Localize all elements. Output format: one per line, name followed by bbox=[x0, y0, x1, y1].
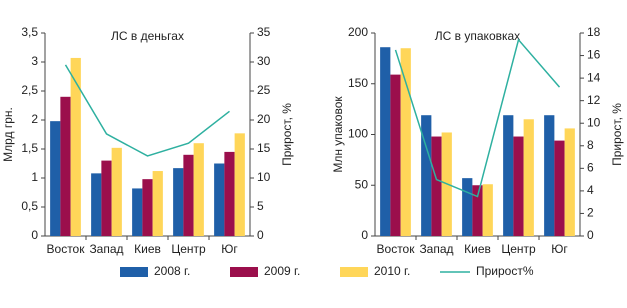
y2-tick-label: 0 bbox=[257, 228, 264, 242]
legend-label: Прирост% bbox=[476, 264, 534, 278]
y-tick-label: 50 bbox=[355, 177, 369, 191]
y2-tick-label: 14 bbox=[587, 70, 601, 84]
bar bbox=[224, 151, 235, 236]
legend-swatch bbox=[340, 267, 368, 277]
y2-tick-label: 10 bbox=[257, 170, 271, 184]
x-tick-label: Юг bbox=[551, 242, 568, 256]
growth-line bbox=[64, 64, 230, 157]
legend-swatch bbox=[120, 267, 148, 277]
y2-tick-label: 12 bbox=[587, 93, 601, 107]
y2-tick-label: 30 bbox=[257, 54, 271, 68]
bar bbox=[111, 147, 122, 236]
bar bbox=[472, 185, 483, 236]
y-tick-label: 150 bbox=[348, 76, 368, 90]
bar bbox=[193, 143, 204, 236]
y2-tick-label: 35 bbox=[257, 25, 271, 39]
bar bbox=[60, 96, 71, 236]
growth-line bbox=[394, 38, 561, 198]
bar bbox=[91, 173, 102, 236]
legend-label: 2008 г. bbox=[154, 264, 190, 278]
legend-label: 2009 г. bbox=[264, 264, 300, 278]
y2-tick-label: 2 bbox=[587, 206, 594, 220]
y2-tick-label: 25 bbox=[257, 83, 271, 97]
y2-tick-label: 16 bbox=[587, 48, 601, 62]
chart-title: ЛС в упаковках bbox=[435, 29, 520, 43]
y-tick-label: 2 bbox=[31, 112, 38, 126]
x-tick-label: Киев bbox=[134, 242, 161, 256]
bar bbox=[462, 178, 473, 236]
bar bbox=[183, 154, 194, 236]
y2-tick-label: 18 bbox=[587, 25, 601, 39]
bar bbox=[101, 160, 112, 236]
bar bbox=[513, 136, 524, 236]
y-tick-label: 0,5 bbox=[21, 199, 38, 213]
bar bbox=[152, 171, 163, 236]
x-tick-label: Запад bbox=[89, 242, 123, 256]
x-tick-label: Восток bbox=[377, 242, 416, 256]
bar bbox=[482, 184, 493, 236]
bar bbox=[431, 136, 442, 236]
y2-axis-label: Прирост, % bbox=[610, 103, 624, 166]
y2-tick-label: 15 bbox=[257, 141, 271, 155]
bar bbox=[142, 179, 153, 236]
bar bbox=[523, 119, 534, 236]
bar bbox=[50, 121, 61, 236]
legend-label: 2010 г. bbox=[374, 264, 410, 278]
bar bbox=[421, 115, 432, 236]
y-axis-label: Млн упаковок bbox=[331, 96, 345, 173]
y-tick-label: 0 bbox=[361, 228, 368, 242]
bar bbox=[400, 48, 411, 236]
y2-tick-label: 6 bbox=[587, 161, 594, 175]
y-tick-label: 1,5 bbox=[21, 141, 38, 155]
bar bbox=[390, 74, 401, 237]
bar bbox=[234, 133, 245, 236]
y-tick-label: 3,5 bbox=[21, 25, 38, 39]
bar bbox=[70, 57, 81, 236]
y2-tick-label: 4 bbox=[587, 183, 594, 197]
x-tick-label: Запад bbox=[419, 242, 453, 256]
bar bbox=[214, 163, 225, 236]
y2-tick-label: 20 bbox=[257, 112, 271, 126]
bar bbox=[564, 128, 575, 236]
y2-tick-label: 0 bbox=[587, 228, 594, 242]
y-tick-label: 0 bbox=[31, 228, 38, 242]
bar bbox=[503, 115, 514, 236]
x-tick-label: Киев bbox=[464, 242, 491, 256]
chart-title: ЛС в деньгах bbox=[111, 29, 184, 43]
y-tick-label: 200 bbox=[348, 25, 368, 39]
x-tick-label: Центр bbox=[501, 242, 536, 256]
bar bbox=[380, 47, 391, 237]
bar bbox=[554, 140, 565, 236]
bar bbox=[544, 115, 555, 236]
x-tick-label: Восток bbox=[47, 242, 86, 256]
y-tick-label: 1 bbox=[31, 170, 38, 184]
bar bbox=[132, 188, 143, 236]
y2-tick-label: 10 bbox=[587, 115, 601, 129]
y-axis-label: Млрд грн. bbox=[1, 107, 15, 162]
y-tick-label: 100 bbox=[348, 127, 368, 141]
bar bbox=[173, 168, 184, 236]
x-tick-label: Юг bbox=[221, 242, 238, 256]
y2-tick-label: 8 bbox=[587, 138, 594, 152]
legend-swatch bbox=[230, 267, 258, 277]
y2-tick-label: 5 bbox=[257, 199, 264, 213]
y-tick-label: 3 bbox=[31, 54, 38, 68]
y-tick-label: 2,5 bbox=[21, 83, 38, 97]
x-tick-label: Центр bbox=[171, 242, 206, 256]
y2-axis-label: Прирост, % bbox=[280, 103, 294, 166]
